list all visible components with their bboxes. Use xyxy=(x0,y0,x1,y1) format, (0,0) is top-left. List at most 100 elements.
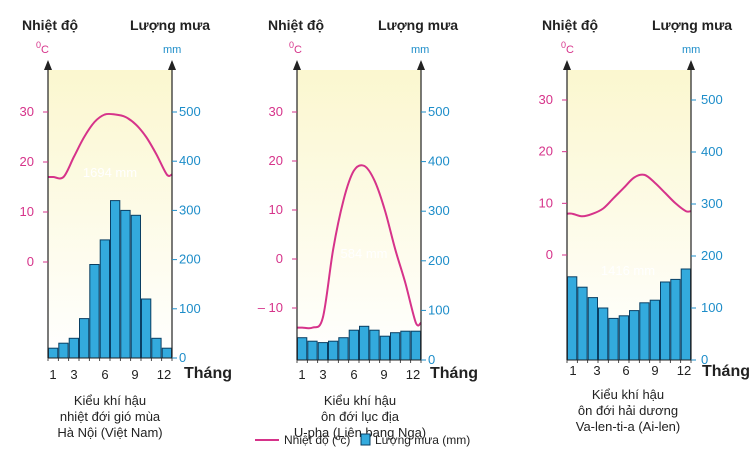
legend-precipitation-swatch xyxy=(360,433,371,446)
precip-bar xyxy=(598,307,609,361)
precip-tick-label: 300 xyxy=(179,202,201,217)
precip-tick-label: 200 xyxy=(428,253,450,268)
precip-bar xyxy=(348,329,360,361)
precip-unit: mm xyxy=(682,44,700,56)
temp-axis-title: Nhiệt độ xyxy=(22,17,78,33)
temp-tick-label: – 10 xyxy=(258,300,283,315)
precip-bar xyxy=(141,298,152,359)
precip-bar xyxy=(567,276,578,361)
caption-line: Va-len-ti-a (Ai-len) xyxy=(576,419,681,434)
precip-tick-label: 200 xyxy=(701,248,723,263)
precip-bar xyxy=(120,209,131,359)
x-tick: 3 xyxy=(593,363,600,378)
caption-line: Hà Nội (Việt Nam) xyxy=(57,425,162,440)
precip-bar xyxy=(317,342,329,361)
temp-tick-label: 20 xyxy=(539,144,553,159)
precip-bar xyxy=(608,317,619,361)
precip-bar xyxy=(369,329,380,361)
plot-area xyxy=(297,70,422,361)
annual-total-label: 1694 mm xyxy=(83,165,137,180)
precip-tick-label: 400 xyxy=(701,144,723,159)
precip-tick-label: 0 xyxy=(701,352,708,367)
precip-bar xyxy=(151,337,162,359)
x-tick: 9 xyxy=(380,367,387,382)
x-tick: 1 xyxy=(49,367,56,382)
x-tick: 1 xyxy=(298,367,305,382)
precip-unit: mm xyxy=(163,44,181,56)
x-tick: 3 xyxy=(319,367,326,382)
precip-bar xyxy=(680,268,692,361)
temperature-line xyxy=(47,112,173,180)
temperature-line xyxy=(297,164,422,330)
x-tick: 1 xyxy=(569,363,576,378)
precip-bar xyxy=(379,335,391,361)
precip-bar xyxy=(89,264,100,359)
x-tick: 9 xyxy=(651,363,658,378)
precip-bar xyxy=(649,299,661,361)
x-axis-label: Tháng xyxy=(430,365,478,382)
precip-bar xyxy=(338,337,349,361)
x-tick: 12 xyxy=(157,367,171,382)
x-tick: 9 xyxy=(131,367,138,382)
temp-tick-label: 30 xyxy=(539,92,553,107)
precip-tick-label: 200 xyxy=(179,252,201,267)
temp-tick-label: 10 xyxy=(269,202,283,217)
temp-axis-title: Nhiệt độ xyxy=(268,17,324,33)
plot-area xyxy=(566,70,692,361)
temp-tick-label: 20 xyxy=(269,153,283,168)
precip-bar xyxy=(587,297,599,361)
precip-axis-title: Lượng mưa xyxy=(130,17,210,33)
temp-tick-label: 20 xyxy=(20,154,34,169)
precip-bar xyxy=(161,347,172,359)
precip-bar xyxy=(400,330,411,361)
precip-bar xyxy=(618,315,630,361)
caption-line: Kiểu khí hậu xyxy=(74,393,146,408)
chart-hanoi: Nhiệt độ Lượng mưa 0 C mm Tháng 1 3 6 9 … xyxy=(20,17,232,440)
precip-bar xyxy=(359,325,370,361)
x-tick: 12 xyxy=(677,363,691,378)
precip-bar xyxy=(297,337,308,361)
plot-background xyxy=(297,70,421,360)
precip-bar xyxy=(58,342,69,359)
caption-line: Kiểu khí hậu xyxy=(324,393,396,408)
annual-total-label: 1416 mm xyxy=(601,263,655,278)
temp-axis-title: Nhiệt độ xyxy=(542,17,598,33)
precip-bar xyxy=(99,239,110,359)
precip-bar xyxy=(79,318,90,359)
temp-tick-label: 10 xyxy=(539,195,553,210)
precip-tick-label: 100 xyxy=(701,300,723,315)
caption-line: nhiệt đới gió mùa xyxy=(60,409,161,424)
chart-valentia: Nhiệt độ Lượng mưa 0 C mm Tháng 1 3 6 9 … xyxy=(539,17,750,434)
temp-axis-arrow xyxy=(563,60,571,70)
precip-axis-title: Lượng mưa xyxy=(652,17,732,33)
plot-area xyxy=(47,70,173,359)
precip-bar xyxy=(629,310,640,361)
temp-tick-label: 0 xyxy=(546,247,553,262)
precip-tick-label: 500 xyxy=(701,92,723,107)
legend-precipitation-label: Lượng mưa (mm) xyxy=(375,433,470,447)
precip-tick-label: 500 xyxy=(428,104,450,119)
temp-axis-arrow xyxy=(293,60,301,70)
temp-tick-label: 0 xyxy=(27,254,34,269)
temp-unit: C xyxy=(566,44,574,56)
x-tick: 6 xyxy=(350,367,357,382)
precip-unit: mm xyxy=(411,44,429,56)
precip-tick-label: 0 xyxy=(179,350,186,365)
temp-tick-label: 0 xyxy=(276,251,283,266)
x-tick: 12 xyxy=(406,367,420,382)
precip-axis-arrow xyxy=(168,60,176,70)
chart-upha: Nhiệt độ Lượng mưa 0 C mm Tháng 1 3 6 9 … xyxy=(258,17,478,440)
precip-bar xyxy=(130,214,141,359)
precip-tick-label: 0 xyxy=(428,352,435,367)
precip-axis-arrow xyxy=(417,60,425,70)
x-axis-label: Tháng xyxy=(702,363,750,380)
caption-line: ôn đới lục địa xyxy=(321,409,400,424)
caption-line: Kiểu khí hậu xyxy=(592,387,664,402)
x-tick: 6 xyxy=(101,367,108,382)
temp-unit-degree: 0 xyxy=(36,40,41,50)
precip-bar xyxy=(307,340,318,361)
precip-bar xyxy=(670,278,681,361)
temperature-line xyxy=(566,173,692,218)
caption-line: ôn đới hải dương xyxy=(578,403,678,418)
